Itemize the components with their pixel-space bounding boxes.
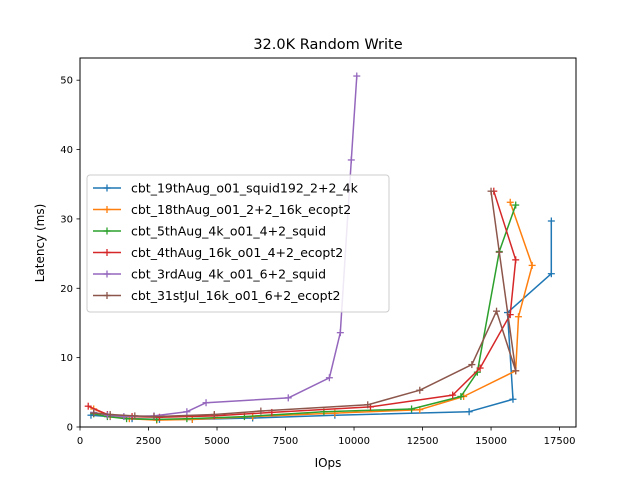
data-point-marker <box>416 386 424 394</box>
x-tick-label: 5000 <box>204 436 229 447</box>
data-point-marker <box>509 395 517 403</box>
x-tick-label: 2500 <box>136 436 161 447</box>
x-tick-label: 7500 <box>273 436 298 447</box>
data-point-marker <box>257 407 265 415</box>
legend-label: cbt_3rdAug_4k_o01_6+2_squid <box>131 267 326 282</box>
data-point-marker <box>449 391 457 399</box>
data-point-marker <box>457 392 465 400</box>
x-tick-label: 12500 <box>407 436 439 447</box>
data-point-marker <box>465 408 473 416</box>
legend-item: cbt_3rdAug_4k_o01_6+2_squid <box>93 267 326 282</box>
x-tick-label: 17500 <box>544 436 576 447</box>
plot-frame <box>79 57 577 428</box>
data-point-marker <box>512 201 520 209</box>
data-point-marker <box>183 408 191 416</box>
series-layer <box>84 72 555 424</box>
data-point-marker <box>364 401 372 409</box>
y-tick-label: 40 <box>60 145 73 156</box>
data-point-marker <box>476 364 484 372</box>
data-point-marker <box>84 402 92 410</box>
data-point-marker <box>495 248 503 256</box>
data-point-marker <box>468 361 476 369</box>
data-point-marker <box>514 313 522 321</box>
legend-item: cbt_18thAug_o01_2+2_16k_ecopt2 <box>93 202 351 217</box>
y-tick-label: 20 <box>60 284 73 295</box>
data-point-marker <box>506 198 514 206</box>
x-tick-label: 15000 <box>475 436 507 447</box>
data-point-marker <box>150 413 158 421</box>
y-tick-label: 10 <box>60 353 73 364</box>
data-point-marker <box>325 374 333 382</box>
y-axis-label: Latency (ms) <box>33 204 47 283</box>
data-point-marker <box>512 256 520 264</box>
data-point-marker <box>336 329 344 337</box>
chart-title: 32.0K Random Write <box>253 37 402 53</box>
data-point-marker <box>512 367 520 375</box>
legend-box <box>86 174 390 313</box>
data-point-marker <box>106 411 114 419</box>
y-tick-label: 50 <box>60 76 73 87</box>
data-point-marker <box>131 412 139 420</box>
y-axis: 0 10 20 30 40 50 <box>60 76 80 434</box>
x-axis: 0 2500 5000 7500 10000 12500 15000 17500 <box>77 427 576 447</box>
data-point-marker <box>120 413 128 421</box>
data-point-marker <box>210 411 218 419</box>
data-point-marker <box>347 156 355 164</box>
series-6 <box>90 187 520 421</box>
y-tick-label: 0 <box>67 423 73 434</box>
legend-label: cbt_19thAug_o01_squid192_2+2_4k <box>131 181 359 196</box>
data-point-marker <box>353 72 361 80</box>
data-point-marker <box>487 187 495 195</box>
legend-label: cbt_5thAug_4k_o01_4+2_squid <box>131 224 326 239</box>
data-point-marker <box>202 399 210 407</box>
x-tick-label: 0 <box>77 436 83 447</box>
data-point-marker <box>493 307 501 315</box>
legend-item: cbt_19thAug_o01_squid192_2+2_4k <box>93 181 359 196</box>
y-tick-label: 30 <box>60 214 73 225</box>
legend: cbt_19thAug_o01_squid192_2+2_4k cbt_18thA… <box>86 174 390 313</box>
data-point-marker <box>284 394 292 402</box>
legend-label: cbt_4thAug_16k_o01_4+2_ecopt2 <box>131 245 343 260</box>
x-axis-label: IOps <box>315 456 342 470</box>
data-point-marker <box>547 270 555 278</box>
legend-item: cbt_5thAug_4k_o01_4+2_squid <box>93 224 326 239</box>
data-point-marker <box>408 405 416 413</box>
legend-item: cbt_31stJul_16k_o01_6+2_ecopt2 <box>93 288 340 303</box>
legend-label: cbt_31stJul_16k_o01_6+2_ecopt2 <box>131 288 340 303</box>
legend-label: cbt_18thAug_o01_2+2_16k_ecopt2 <box>131 202 351 217</box>
data-point-marker <box>528 261 536 269</box>
x-tick-label: 10000 <box>338 436 370 447</box>
data-point-marker <box>90 409 98 417</box>
data-point-marker <box>547 217 555 225</box>
legend-item: cbt_4thAug_16k_o01_4+2_ecopt2 <box>93 245 343 260</box>
